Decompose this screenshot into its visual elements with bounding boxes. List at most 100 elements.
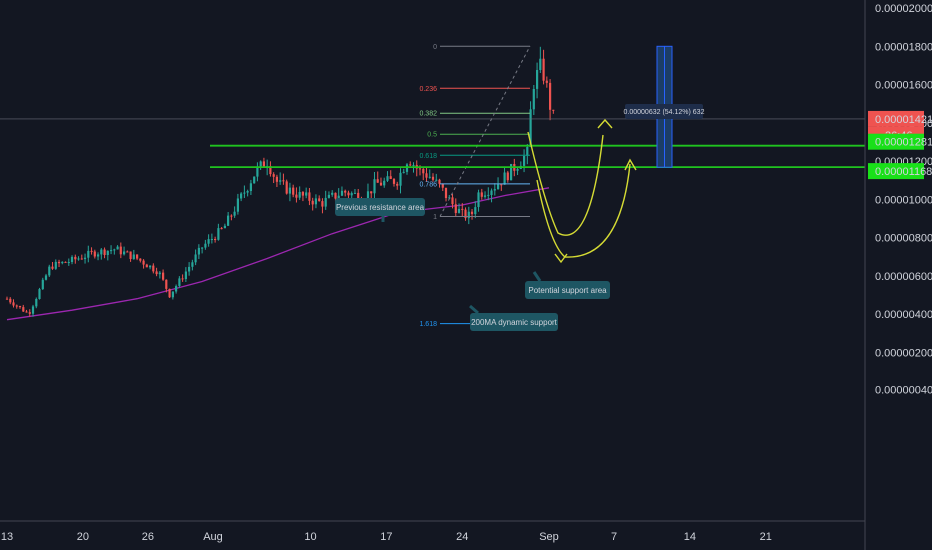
candle-body [168,288,171,298]
candle [344,189,347,197]
candle [165,279,168,293]
callout-note[interactable]: 200MA dynamic support [469,304,558,331]
price-tick-label: 0.00000200 [875,347,932,359]
candle [31,304,35,317]
candle-body [444,187,448,198]
candle [444,187,448,202]
candle [552,109,555,114]
candle-body [184,271,187,279]
callout-box [525,281,610,299]
projection-arrowhead-2 [624,158,637,171]
candle [136,254,139,261]
candle [201,247,204,254]
callout-box [470,313,558,331]
candle [175,284,178,294]
candle [451,194,454,209]
candle-body [526,147,529,156]
candle-body [136,254,139,259]
drawings-layer[interactable]: 0.00000632 (54.12%) 632 Previous resistan… [0,45,865,331]
candle-body [67,262,70,263]
fibonacci-retracement[interactable]: 0 0.236 0.382 0.5 0.618 0.786 1 1.618 [419,44,531,328]
candle-body [175,286,178,292]
price-tick-label: 0.00001800 [875,41,932,53]
callout-box [335,198,425,216]
date-tick-label: 20 [77,531,89,543]
candle-body [119,246,122,255]
candle [285,179,288,195]
candle [483,191,487,199]
candle-body [113,249,116,251]
candle-body [386,176,389,181]
candle [379,177,383,186]
ma200-layer [6,187,550,321]
candle-body [536,70,539,89]
fib-trend-line [439,46,531,217]
candle [292,184,295,198]
candle [168,288,171,298]
candle-body [217,228,220,240]
candle-body [152,265,155,272]
candle [188,262,191,276]
candle [41,277,44,290]
candle-body [110,250,113,252]
candle [126,250,129,253]
candle [152,263,155,274]
candle [38,287,41,300]
candle-body [500,184,503,186]
candle [493,183,496,196]
measure-label: 0.00000632 (54.12%) 632 [624,109,705,116]
candle-body [285,181,288,194]
candle [425,168,428,182]
candle [305,187,308,199]
candle-body [441,183,444,188]
price-tick-label: 0.00001000 [875,194,932,206]
level-tag-box [868,133,924,150]
candle-body [103,249,106,255]
candle-body [357,192,360,202]
candle [383,177,386,188]
candle [67,258,70,266]
candle [308,188,311,206]
date-tick-label: 26 [142,531,154,543]
candle-body [93,251,96,257]
candle-body [70,256,74,262]
candle-body [145,264,148,268]
callout-note[interactable]: Potential support area [525,271,610,299]
candle-body [292,187,295,195]
candle [324,190,327,210]
candle-body [428,176,431,178]
candle-body [467,211,470,219]
fib-level-label: 0.786 [419,181,437,188]
date-tick-label: 17 [380,531,392,543]
candle-body [301,192,304,196]
callout-text: 200MA dynamic support [471,318,558,327]
candle [113,248,116,255]
date-tick-label: 24 [456,531,468,543]
date-tick-label: 21 [760,531,772,543]
candle [223,223,226,229]
candle-body [61,261,64,264]
candle-body [506,172,509,181]
candle-body [451,197,454,205]
projection-path-1[interactable] [527,131,604,236]
candle [288,182,291,202]
candle [162,269,165,281]
candle [158,271,161,279]
candle-body [51,266,54,269]
candle-body [48,266,51,276]
candle-body [529,109,532,147]
fib-level-label: 0 [433,44,437,51]
candle [470,209,474,220]
candle [214,236,217,243]
candle [353,189,357,194]
candle [25,309,28,313]
candle-body [38,289,41,299]
candle-body [207,239,210,244]
callout-note[interactable]: Previous resistance area [335,198,425,222]
candle-body [396,183,399,186]
candle-body [503,172,506,185]
candle-body [350,193,353,196]
candle [210,233,213,244]
candle [103,247,106,259]
